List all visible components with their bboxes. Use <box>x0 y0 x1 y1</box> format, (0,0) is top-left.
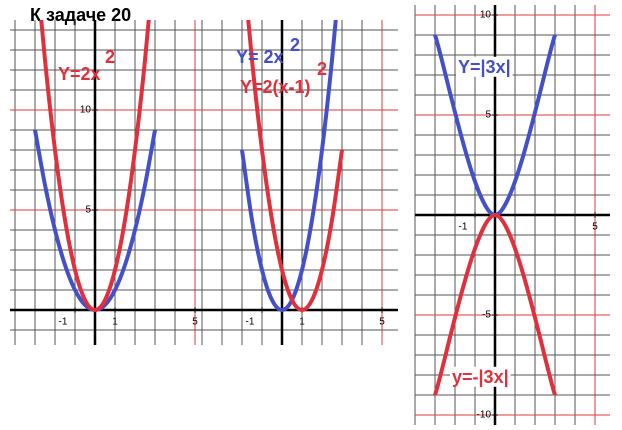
panel: -1 5 10 5 -5 -10 Y=|3x| y=-|3x| <box>414 5 610 425</box>
curve-label: Y=2x <box>58 64 101 84</box>
curve <box>246 20 344 313</box>
curve <box>240 20 338 313</box>
curve-label-exponent: 2 <box>290 35 300 55</box>
curve-label: Y= 2x <box>236 47 284 67</box>
y-tick-label: 5 <box>85 205 91 216</box>
label-background <box>456 56 513 77</box>
curve-label: Y=2(x-1) <box>240 77 311 97</box>
y-tick-label: -10 <box>477 410 492 421</box>
label-background <box>450 366 511 387</box>
x-tick-label: 1 <box>112 317 118 328</box>
curve-label-exponent: 2 <box>105 47 115 67</box>
y-tick-label: 5 <box>485 110 491 121</box>
x-tick-label: -1 <box>459 222 468 233</box>
curve <box>433 212 557 396</box>
panel: -1 1 5 Y= 2x 2 Y=2(x-1) 2 <box>200 20 398 345</box>
curve-label-exponent: 2 <box>317 59 327 79</box>
x-tick-label: -1 <box>246 317 255 328</box>
figure-title: К задаче 20 <box>30 5 131 25</box>
x-tick-label: -1 <box>59 317 68 328</box>
x-tick-label: 5 <box>192 317 198 328</box>
curve-label: y=-|3x| <box>452 367 509 387</box>
curve-label: Y=|3x| <box>458 57 511 77</box>
y-tick-label: 10 <box>80 105 92 116</box>
curve <box>39 20 151 313</box>
x-tick-label: 5 <box>592 222 598 233</box>
y-tick-label: 10 <box>480 10 492 21</box>
panel: -1 1 5 5 10 Y=2x2 <box>10 20 200 345</box>
x-tick-label: 5 <box>379 317 385 328</box>
y-tick-label: -5 <box>482 310 491 321</box>
x-tick-label: 1 <box>299 317 305 328</box>
